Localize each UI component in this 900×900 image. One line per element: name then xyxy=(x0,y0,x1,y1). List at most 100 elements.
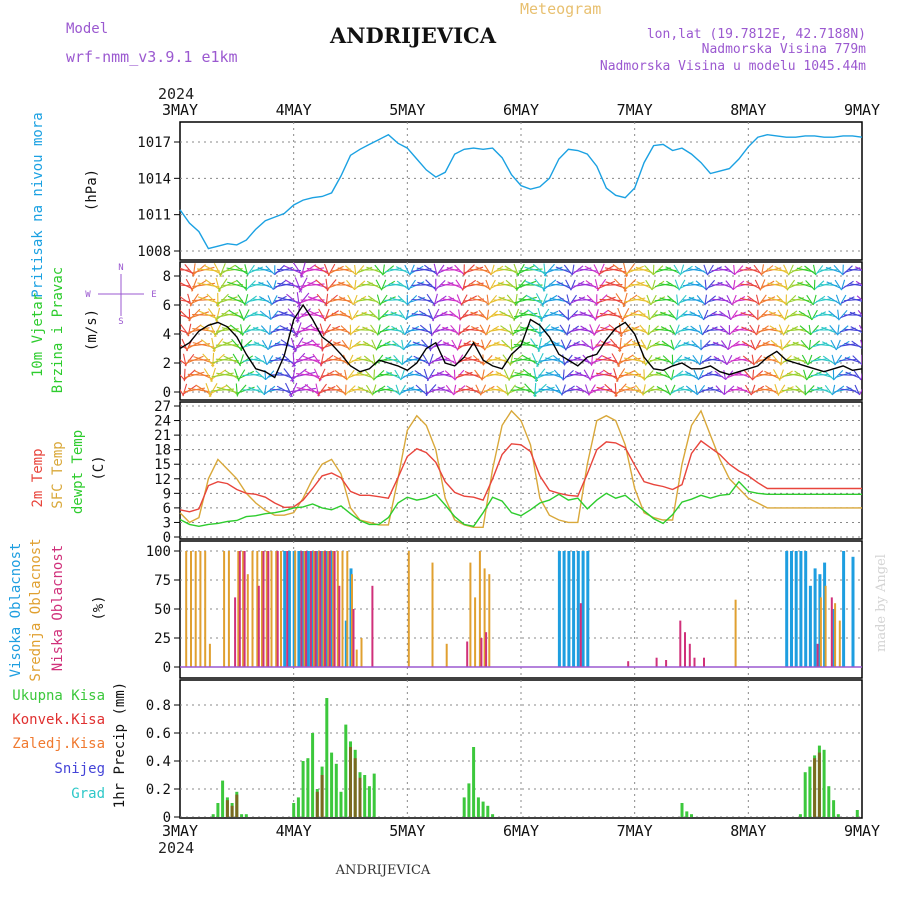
wind-arrow xyxy=(355,265,365,275)
total-precip-bar xyxy=(822,749,826,817)
wind-arrow xyxy=(648,325,659,335)
high-cloud-bar xyxy=(785,551,789,667)
wind-arrow xyxy=(828,310,839,320)
mid-cloud-bar xyxy=(223,551,226,667)
wind-arrow xyxy=(397,295,408,305)
high-cloud-ylabel: Visoka Oblacnost xyxy=(8,543,24,678)
wind-arrow xyxy=(354,280,366,290)
wind-arrow xyxy=(768,310,785,320)
wind-arrow xyxy=(748,310,758,320)
wind-arrow xyxy=(458,309,461,321)
wind-arrow xyxy=(308,310,326,320)
wind-arrow xyxy=(839,358,857,362)
wind-arrow xyxy=(660,311,676,319)
low-cloud-ylabel: Niska Oblacnost xyxy=(50,545,66,671)
wind-arrow xyxy=(441,312,459,318)
wind-arrow xyxy=(656,386,670,394)
wind-arrow xyxy=(791,268,810,272)
wind-arrow xyxy=(635,266,653,274)
mid-cloud-bar xyxy=(190,551,192,667)
wind-arrow xyxy=(722,354,728,366)
wind-arrow xyxy=(654,282,672,288)
wind-arrow xyxy=(239,355,254,365)
wind-arrow xyxy=(484,264,492,276)
wind-arrow xyxy=(180,296,192,306)
wind-ytick-label: 2 xyxy=(163,356,171,372)
low-cloud-bar xyxy=(693,657,696,667)
wind-arrow xyxy=(376,294,381,306)
wind-arrow xyxy=(500,325,514,335)
wind-arrow xyxy=(453,385,466,395)
sfc-temp-line xyxy=(179,409,862,528)
low-cloud-bar xyxy=(286,551,289,667)
wind-arrow xyxy=(421,339,432,351)
total-precip-bar xyxy=(491,814,495,817)
wind-arrow xyxy=(744,384,752,396)
wind-arrow xyxy=(389,297,406,303)
wind-arrow xyxy=(653,265,664,275)
wind-arrow xyxy=(513,310,529,320)
wind-arrow xyxy=(703,264,709,276)
wind-arrow xyxy=(274,298,294,302)
low-cloud-bar xyxy=(485,632,488,667)
wind-arrow xyxy=(728,340,740,350)
wind-arrow xyxy=(508,309,515,321)
wind-arrow xyxy=(859,388,862,396)
wind-arrow xyxy=(669,324,676,336)
wind-arrow xyxy=(458,324,470,336)
wind-arrow xyxy=(765,385,779,395)
wind-arrow xyxy=(268,341,281,349)
wind-arrow xyxy=(187,343,210,347)
wind-arrow xyxy=(533,383,547,397)
wind-arrow xyxy=(462,264,475,276)
total-precip-bar xyxy=(301,761,305,817)
wind-arrow xyxy=(235,265,249,275)
temperature-ytick-label: 27 xyxy=(154,399,171,415)
wind-arrow xyxy=(723,370,727,380)
wind-arrow xyxy=(457,340,471,350)
wind-arrow xyxy=(477,295,489,305)
wind-arrow xyxy=(622,294,638,306)
wind-arrow xyxy=(733,264,736,276)
wind-arrow xyxy=(448,295,462,305)
wind-arrow xyxy=(277,282,301,288)
wind-arrow xyxy=(761,265,774,275)
wind-arrow xyxy=(259,310,271,320)
wind-arrow xyxy=(353,295,367,305)
wind-arrow xyxy=(807,309,813,321)
wind-arrow xyxy=(454,264,465,276)
wind-arrow xyxy=(215,358,239,362)
wind-arrow xyxy=(522,368,539,382)
wind-arrow xyxy=(566,294,571,306)
total-precip-bar xyxy=(306,758,310,817)
clouds-ytick-label: 50 xyxy=(154,602,171,618)
wind-arrow xyxy=(556,280,571,290)
wind-arrow xyxy=(853,369,862,381)
wind-arrow xyxy=(484,372,502,378)
conv-precip-bar xyxy=(235,794,239,817)
wind-arrow xyxy=(586,294,598,306)
high-cloud-bar xyxy=(287,551,291,667)
wind-arrow xyxy=(854,266,862,271)
wind-arrow xyxy=(836,340,850,350)
wind-arrow xyxy=(445,384,455,396)
temp-unit: (C) xyxy=(91,455,107,480)
wind-arrow xyxy=(599,284,623,286)
wind-arrow xyxy=(385,356,401,364)
wind-arrow xyxy=(210,353,225,367)
wind-arrow xyxy=(190,279,208,291)
low-cloud-bar xyxy=(324,551,327,667)
wind-arrow xyxy=(505,384,509,396)
wind-arrow xyxy=(649,310,658,320)
wind-arrow xyxy=(841,280,854,290)
wind-arrow xyxy=(252,312,269,318)
low-cloud-bar xyxy=(328,551,331,667)
wind-arrow xyxy=(259,296,272,304)
wind-arrow xyxy=(451,339,459,351)
wind-arrow xyxy=(402,355,413,365)
wind-arrow xyxy=(742,355,754,365)
wind-arrow xyxy=(684,356,699,364)
wind-arrow xyxy=(792,327,809,333)
wind-arrow xyxy=(335,384,347,396)
wind-arrow xyxy=(494,342,510,348)
